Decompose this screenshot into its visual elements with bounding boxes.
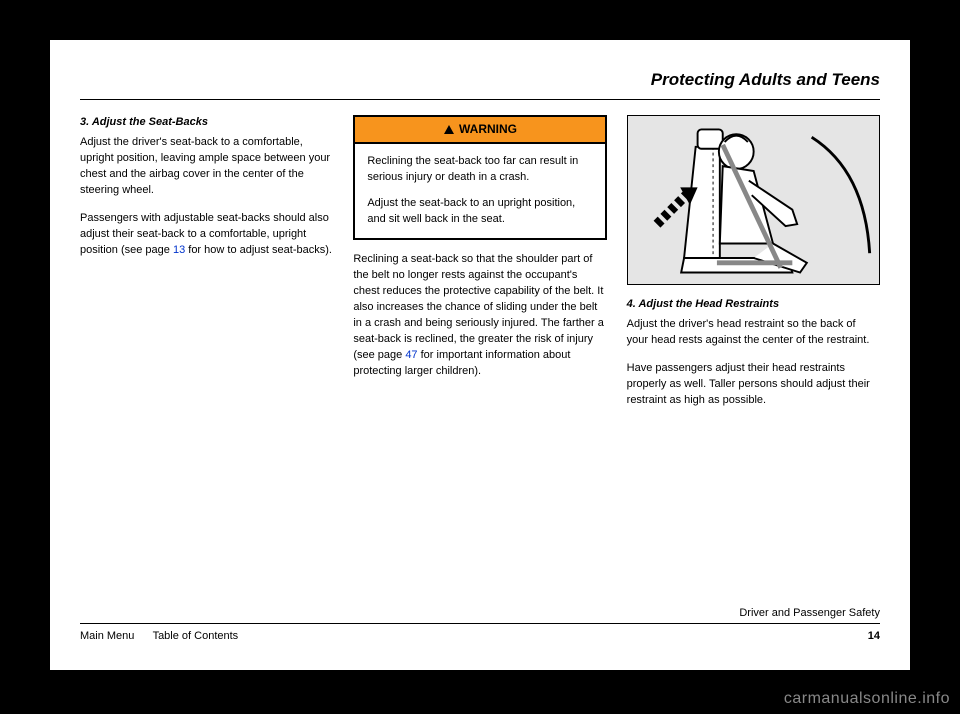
- watermark: carmanualsonline.info: [784, 690, 950, 708]
- page-link-13[interactable]: 13: [173, 244, 185, 256]
- seat-illustration-svg: [628, 116, 879, 284]
- col1-subhead: 3. Adjust the Seat-Backs: [80, 115, 333, 131]
- column-3: 4. Adjust the Head Restraints Adjust the…: [627, 115, 880, 545]
- page-header: Protecting Adults and Teens: [80, 60, 880, 100]
- content-columns: 3. Adjust the Seat-Backs Adjust the driv…: [80, 115, 880, 545]
- col2-p1-text1: Reclining a seat-back so that the should…: [353, 253, 604, 361]
- warning-box: WARNING Reclining the seat-back too far …: [353, 115, 606, 240]
- page-link-47[interactable]: 47: [405, 349, 417, 361]
- warning-body: Reclining the seat-back too far can resu…: [355, 144, 604, 238]
- footer-category: Driver and Passenger Safety: [80, 607, 880, 623]
- page-footer: Driver and Passenger Safety Main Menu Ta…: [80, 607, 880, 642]
- footer-divider: [80, 623, 880, 624]
- col1-para2: Passengers with adjustable seat-backs sh…: [80, 211, 333, 259]
- warning-p1: Reclining the seat-back too far can resu…: [367, 154, 592, 186]
- manual-page: Protecting Adults and Teens 3. Adjust th…: [50, 40, 910, 670]
- col2-para1: Reclining a seat-back so that the should…: [353, 252, 606, 380]
- col3-para2: Have passengers adjust their head restra…: [627, 361, 880, 409]
- head-restraint-illustration: [627, 115, 880, 285]
- col3-para1: Adjust the driver's head restraint so th…: [627, 317, 880, 349]
- page-number: 14: [868, 630, 880, 642]
- col3-subhead: 4. Adjust the Head Restraints: [627, 297, 880, 313]
- warning-triangle-icon: [443, 124, 455, 136]
- footer-left: Main Menu Table of Contents: [80, 630, 238, 642]
- column-2: WARNING Reclining the seat-back too far …: [353, 115, 606, 545]
- footer-row: Main Menu Table of Contents 14: [80, 630, 880, 642]
- column-1: 3. Adjust the Seat-Backs Adjust the driv…: [80, 115, 333, 545]
- warning-p2: Adjust the seat-back to an upright posit…: [367, 196, 592, 228]
- main-menu-link[interactable]: Main Menu: [80, 630, 134, 642]
- page-title: Protecting Adults and Teens: [651, 70, 880, 90]
- warning-header: WARNING: [355, 117, 604, 144]
- col1-p2-text2: for how to adjust seat-backs).: [185, 244, 332, 256]
- warning-label: WARNING: [459, 121, 517, 138]
- toc-link[interactable]: Table of Contents: [153, 630, 239, 642]
- col1-para1: Adjust the driver's seat-back to a comfo…: [80, 135, 333, 199]
